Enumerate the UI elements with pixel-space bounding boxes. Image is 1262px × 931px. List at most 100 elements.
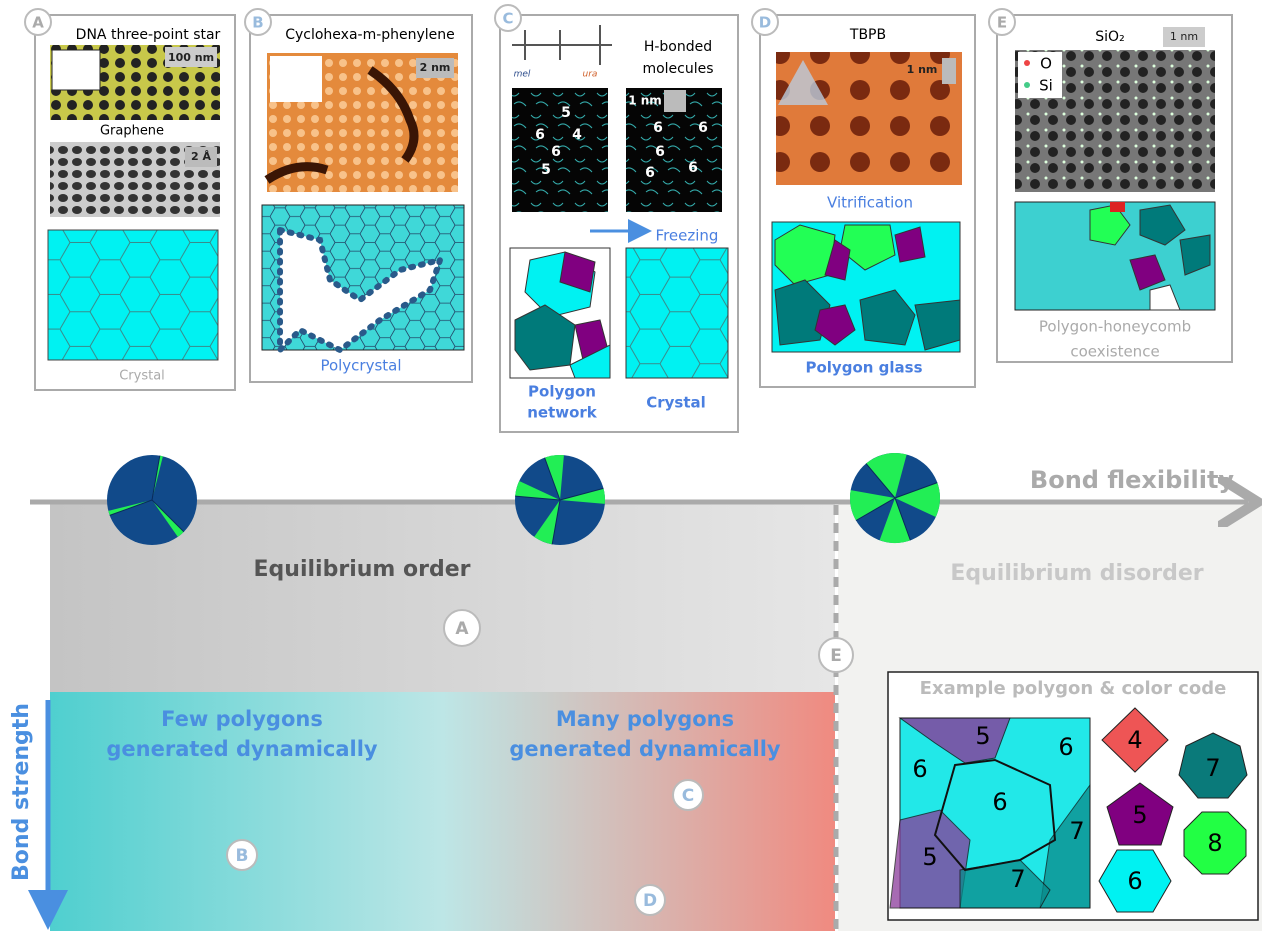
legend-title: Example polygon & color code bbox=[920, 678, 1227, 699]
region-label: Equilibrium disorder bbox=[950, 561, 1203, 586]
polygon-shape bbox=[1098, 849, 1172, 913]
marker: E bbox=[818, 637, 854, 673]
panel-title: molecules bbox=[642, 61, 713, 77]
marker: B bbox=[226, 839, 258, 871]
scale-label: 1 nm bbox=[1170, 30, 1198, 43]
pie-part bbox=[879, 498, 911, 544]
scale-box bbox=[416, 58, 454, 78]
inset bbox=[270, 56, 322, 102]
inset bbox=[51, 49, 101, 91]
patch-number: 5 bbox=[922, 843, 937, 871]
cell-number: 4 bbox=[572, 127, 582, 143]
pie-part bbox=[894, 482, 938, 499]
polygon-number: 5 bbox=[1132, 801, 1147, 829]
panel-caption: Crystal bbox=[646, 394, 706, 412]
arrow-label: Freezing bbox=[656, 227, 719, 245]
marker: C bbox=[672, 779, 704, 811]
patch-number: 7 bbox=[1069, 817, 1084, 845]
scale-label: 1 nm bbox=[907, 63, 938, 76]
panel-title: TBPB bbox=[849, 27, 886, 43]
panel-subtitle: Graphene bbox=[100, 124, 164, 139]
panel-caption: Polygon glass bbox=[805, 359, 922, 377]
polygon-number: 8 bbox=[1207, 829, 1222, 857]
polygon-number: 7 bbox=[1205, 754, 1220, 782]
pie-part bbox=[515, 480, 560, 500]
pie-part bbox=[515, 495, 561, 501]
region-label: Equilibrium order bbox=[254, 557, 471, 582]
scale-box bbox=[165, 47, 217, 67]
panel-caption: Polygon bbox=[528, 383, 596, 401]
scale-label: 2 Å bbox=[191, 150, 211, 163]
x-axis-label: Bond flexibility bbox=[1030, 466, 1235, 494]
atom-key bbox=[1018, 52, 1062, 98]
scale-box bbox=[664, 90, 686, 112]
marker: A bbox=[443, 609, 481, 647]
tiling bbox=[625, 247, 729, 379]
pie-part bbox=[865, 463, 896, 499]
polygon-shape bbox=[1178, 732, 1248, 799]
scale-box bbox=[185, 147, 217, 167]
pie-part bbox=[895, 482, 941, 518]
panel-title: Cyclohexa-m-phenylene bbox=[285, 27, 455, 43]
polygon-number: 4 bbox=[1127, 726, 1142, 754]
cell-number: 6 bbox=[551, 144, 561, 160]
panel-caption: Polycrystal bbox=[320, 357, 401, 375]
pie-part bbox=[151, 455, 161, 501]
pie-part bbox=[544, 455, 564, 500]
panel-label: D bbox=[759, 14, 771, 32]
pie-part bbox=[551, 499, 561, 545]
scale-label: 1 nm bbox=[628, 94, 662, 108]
panel-title: DNA three-point star bbox=[76, 27, 221, 43]
pie-part bbox=[109, 499, 153, 516]
region-label: Few polygons bbox=[161, 707, 323, 731]
polygon-shape bbox=[1101, 707, 1169, 773]
marker: D bbox=[634, 884, 666, 916]
pie-part bbox=[544, 457, 561, 501]
pie-part bbox=[894, 497, 911, 541]
panel-label: C bbox=[502, 10, 513, 28]
molecule-label: ura bbox=[583, 70, 598, 80]
pie-part bbox=[152, 500, 184, 537]
polygon-number: 6 bbox=[1127, 867, 1142, 895]
atom-label: O bbox=[1040, 55, 1052, 73]
marker-label: A bbox=[455, 619, 469, 639]
scale-box bbox=[942, 58, 956, 84]
panel-caption: Polygon-honeycomb bbox=[1039, 318, 1191, 336]
pie-part bbox=[559, 487, 604, 501]
patch-number: 6 bbox=[1058, 733, 1073, 761]
pies bbox=[107, 453, 941, 545]
region-label: generated dynamically bbox=[509, 737, 781, 761]
pie-part bbox=[560, 488, 605, 504]
scale-box bbox=[1163, 27, 1205, 47]
pie-part bbox=[866, 453, 907, 498]
patch-number: 6 bbox=[992, 788, 1007, 816]
panel-subtitle: Vitrification bbox=[827, 194, 913, 212]
cell-number: 5 bbox=[541, 162, 551, 178]
panel-title: SiO₂ bbox=[1095, 29, 1124, 45]
panel-label: A bbox=[32, 14, 44, 32]
panel-caption: Crystal bbox=[119, 369, 165, 384]
cell-number: 6 bbox=[698, 120, 708, 136]
panel-label: E bbox=[997, 14, 1007, 32]
region-label: generated dynamically bbox=[106, 737, 378, 761]
pie-part bbox=[152, 455, 163, 500]
pie-part bbox=[151, 499, 185, 533]
micrograph bbox=[512, 88, 608, 212]
cell-number: 6 bbox=[653, 120, 663, 136]
marker-label: C bbox=[682, 786, 694, 806]
panel-label: B bbox=[252, 14, 263, 32]
pie-part bbox=[849, 490, 895, 521]
cell-number: 5 bbox=[561, 105, 571, 121]
cell-number: 6 bbox=[688, 160, 698, 176]
polygon-shape bbox=[1183, 811, 1247, 875]
molecule-label: mel bbox=[514, 70, 531, 80]
bond-region bbox=[50, 692, 835, 931]
patch-number: 6 bbox=[912, 755, 927, 783]
marker-label: D bbox=[643, 891, 657, 911]
scale-label: 2 nm bbox=[420, 61, 451, 74]
patch-number: 5 bbox=[975, 722, 990, 750]
cell-number: 6 bbox=[535, 127, 545, 143]
y-axis-label: Bond strength bbox=[9, 703, 34, 881]
marker-label: E bbox=[830, 646, 842, 666]
